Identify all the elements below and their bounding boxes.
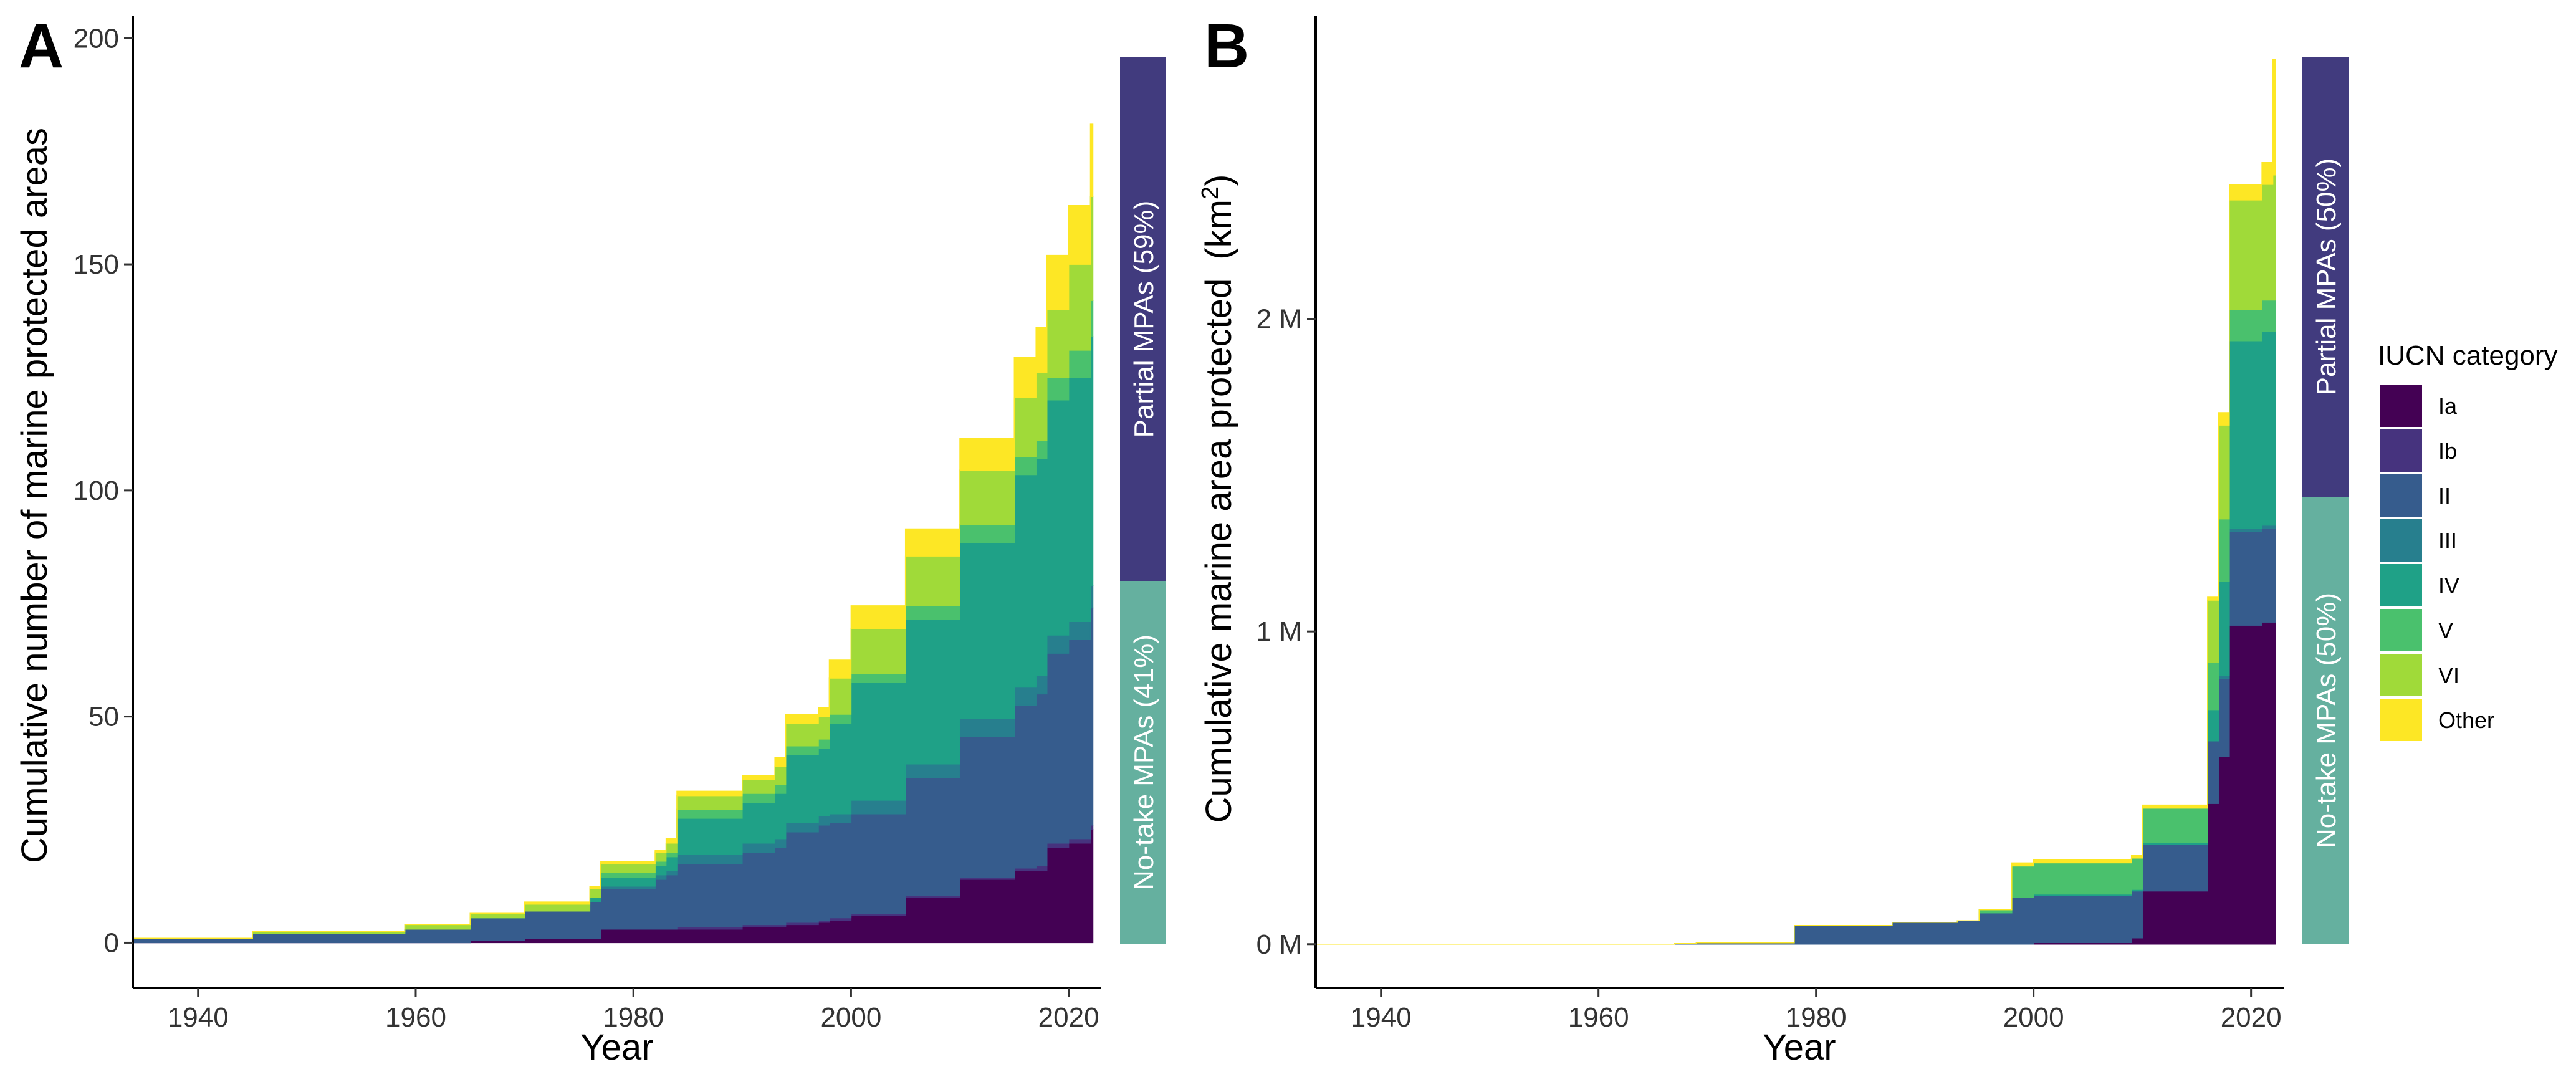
- panel-b-x-tick-label: 1940: [1351, 1002, 1412, 1033]
- panel-a-y-tick-label: 50: [89, 702, 119, 732]
- panel-a-x-tick-label: 2020: [1038, 1002, 1099, 1033]
- panel-b-x-tick-label: 2000: [2003, 1002, 2064, 1033]
- panel-b-side-bar: Partial MPAs (50%) No-take MPAs (50%): [2302, 57, 2349, 944]
- panel-b-side-bar-partial-label: Partial MPAs (50%): [2311, 158, 2342, 396]
- panel-b: B 1940 1960 1980 2000 2020 0 M 1 M 2 M Year Cum…: [1197, 11, 2349, 1068]
- legend-label-ii: II: [2438, 483, 2451, 509]
- legend-label-v: V: [2438, 618, 2453, 643]
- panel-b-side-bar-notake: [2302, 497, 2349, 944]
- legend-label-iii: III: [2438, 528, 2457, 553]
- panel-a-side-bar-notake: [1120, 581, 1166, 944]
- panel-b-area-v: [1316, 299, 2276, 945]
- panel-b-y-axis-title-unit-close: ): [1199, 175, 1239, 186]
- panel-a-y-axis-title: Cumulative number of marine protected ar…: [14, 128, 55, 863]
- panel-b-side-bar-partial: [2302, 57, 2349, 497]
- panel-b-area-other: [1316, 59, 2276, 945]
- panel-b-ticks: 1940 1960 1980 2000 2020 0 M 1 M 2 M: [1257, 304, 2282, 1033]
- panel-a-x-axis-title: Year: [580, 1027, 653, 1068]
- legend-label-vi: VI: [2438, 663, 2459, 688]
- legend-swatch-ia: [2378, 383, 2423, 428]
- panel-b-letter: B: [1204, 11, 1249, 81]
- panel-a-side-bar-partial-label: Partial MPAs (59%): [1129, 201, 1159, 438]
- panel-b-y-tick-label: 0 M: [1257, 929, 1302, 960]
- legend-swatch-v: [2378, 608, 2423, 653]
- panel-b-area-vi: [1316, 175, 2276, 945]
- panel-a-x-tick-label: 2000: [820, 1002, 881, 1033]
- legend-swatch-iv: [2378, 563, 2423, 608]
- panel-b-y-axis-title-sup: 2: [1197, 186, 1223, 199]
- legend-swatch-vi: [2378, 653, 2423, 697]
- panel-b-x-tick-label: 1980: [1786, 1002, 1847, 1033]
- legend-swatch-ii: [2378, 473, 2423, 518]
- legend-label-other: Other: [2438, 707, 2494, 733]
- legend-title: IUCN category: [2378, 340, 2558, 371]
- panel-a-ticks: 1940 1960 1980 2000 2020 0 50 100 150 200: [74, 23, 1099, 1033]
- panel-b-area-iv: [1316, 330, 2276, 945]
- legend-swatch-other: [2378, 697, 2423, 742]
- panel-a-x-tick-label: 1980: [603, 1002, 664, 1033]
- legend-swatch-iii: [2378, 518, 2423, 563]
- panel-b-x-tick-label: 2020: [2221, 1002, 2282, 1033]
- panel-a-side-bar-notake-label: No-take MPAs (41%): [1129, 634, 1159, 890]
- legend-label-ib: Ib: [2438, 438, 2457, 464]
- panel-a-letter: A: [19, 11, 64, 81]
- panel-a-y-tick-label: 200: [74, 23, 119, 54]
- panel-a-y-tick-label: 150: [74, 249, 119, 280]
- panel-b-x-tick-label: 1960: [1568, 1002, 1629, 1033]
- panel-b-y-tick-label: 1 M: [1257, 616, 1302, 647]
- panel-a-x-tick-label: 1960: [385, 1002, 446, 1033]
- panel-b-y-axis-title-unit: (km: [1199, 199, 1239, 260]
- panel-a-y-tick-label: 100: [74, 476, 119, 506]
- panel-a-x-tick-label: 1940: [168, 1002, 229, 1033]
- panel-a-axes: [132, 16, 1101, 989]
- panel-b-axes: [1314, 16, 2284, 989]
- panel-b-side-bar-notake-label: No-take MPAs (50%): [2311, 593, 2342, 848]
- panel-b-y-axis-title-main: Cumulative marine area protected: [1199, 279, 1239, 823]
- legend-label-ia: Ia: [2438, 393, 2458, 419]
- panel-b-stacked-areas: [1316, 59, 2276, 945]
- panel-b-y-axis-title: Cumulative marine area protected (km2): [1197, 175, 1239, 823]
- panel-b-y-tick-label: 2 M: [1257, 304, 1302, 335]
- legend-label-iv: IV: [2438, 573, 2459, 598]
- legend-swatch-ib: [2378, 428, 2423, 473]
- panel-a-y-tick-label: 0: [104, 927, 119, 958]
- panel-a-stacked-areas: [132, 123, 1094, 944]
- panel-a-side-bar-partial: [1120, 57, 1166, 581]
- panel-b-x-axis-title: Year: [1763, 1027, 1836, 1068]
- panel-a-side-bar: Partial MPAs (59%) No-take MPAs (41%): [1120, 57, 1166, 944]
- panel-a-area-other: [133, 123, 1094, 939]
